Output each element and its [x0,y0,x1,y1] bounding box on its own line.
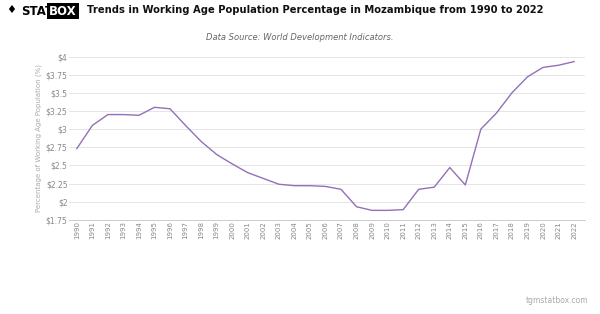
Text: BOX: BOX [49,5,77,18]
Y-axis label: Percentage of Working Age Population (%): Percentage of Working Age Population (%) [35,64,41,212]
Text: ♦: ♦ [6,5,16,15]
Text: Data Source: World Development Indicators.: Data Source: World Development Indicator… [206,33,394,42]
Text: Trends in Working Age Population Percentage in Mozambique from 1990 to 2022: Trends in Working Age Population Percent… [87,5,544,15]
Text: tgmstatbox.com: tgmstatbox.com [526,295,588,305]
Text: STAT: STAT [21,5,53,18]
